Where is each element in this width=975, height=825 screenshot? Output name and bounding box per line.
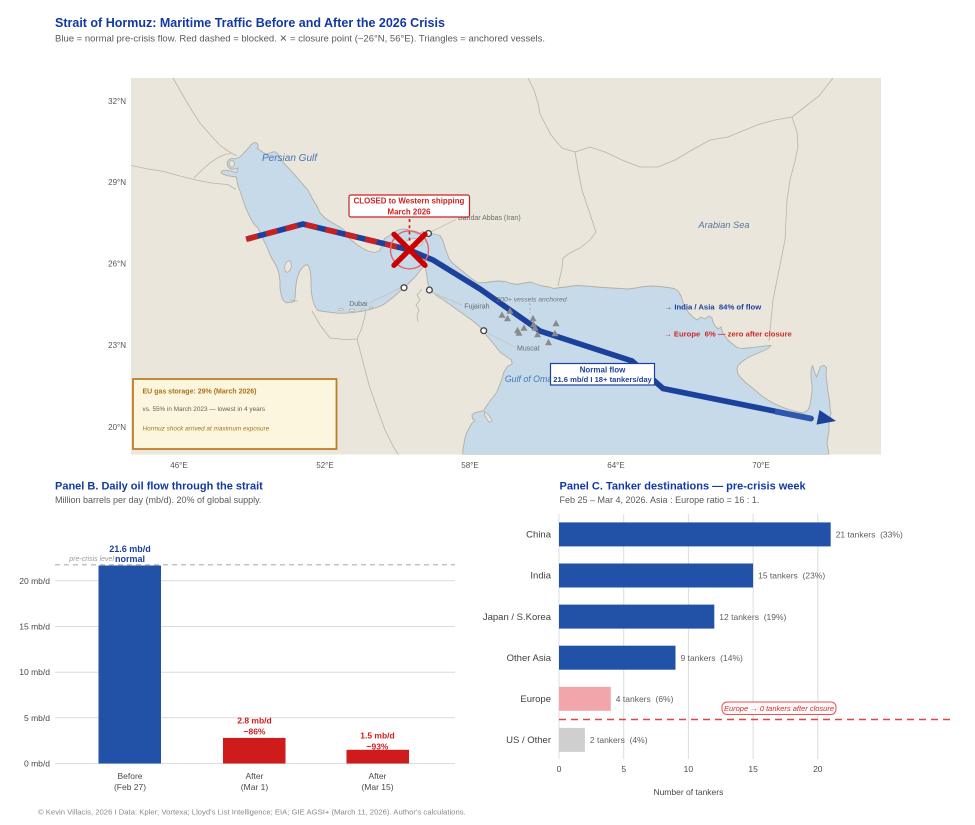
svg-text:2 tankers (4%): 2 tankers (4%) — [590, 735, 648, 745]
svg-text:Europe → 0 tankers after closu: Europe → 0 tankers after closure — [724, 704, 834, 713]
svg-text:12 tankers (19%): 12 tankers (19%) — [719, 612, 786, 622]
svg-text:29°N: 29°N — [108, 178, 126, 187]
svg-text:→ India / Asia 84% of flow: → India / Asia 84% of flow — [665, 303, 762, 312]
svg-text:20 mb/d: 20 mb/d — [19, 576, 50, 586]
svg-text:Gulf of Oman: Gulf of Oman — [505, 374, 557, 384]
svg-text:1.5 mb/d: 1.5 mb/d — [360, 731, 394, 741]
svg-text:© Kevin Villacis, 2026 I Data:: © Kevin Villacis, 2026 I Data: Kpler; Vo… — [38, 808, 466, 817]
svg-text:Japan / S.Korea: Japan / S.Korea — [483, 612, 552, 623]
svg-text:pre-crisis level: pre-crisis level — [68, 556, 114, 563]
svg-text:Fujairah: Fujairah — [464, 304, 489, 311]
svg-text:normal: normal — [115, 554, 145, 564]
svg-text:Feb 25 – Mar 4, 2026. Asia : E: Feb 25 – Mar 4, 2026. Asia : Europe rati… — [560, 495, 760, 505]
svg-text:2.8 mb/d: 2.8 mb/d — [237, 716, 271, 726]
svg-text:10 mb/d: 10 mb/d — [19, 667, 50, 677]
svg-text:70°E: 70°E — [752, 461, 769, 470]
svg-text:21.6 mb/d: 21.6 mb/d — [109, 544, 151, 554]
svg-text:58°E: 58°E — [461, 461, 478, 470]
svg-text:Dubai: Dubai — [349, 301, 368, 308]
svg-text:15: 15 — [748, 764, 758, 774]
svg-text:After: After — [369, 771, 387, 781]
svg-text:Panel C. Tanker destinations —: Panel C. Tanker destinations — pre-crisi… — [560, 480, 807, 492]
svg-text:Blue = normal pre-crisis flow.: Blue = normal pre-crisis flow. Red dashe… — [55, 34, 545, 45]
svg-text:Normal flow: Normal flow — [580, 366, 627, 375]
svg-text:Before: Before — [117, 771, 142, 781]
svg-text:(Mar 1): (Mar 1) — [241, 782, 269, 792]
svg-text:9 tankers (14%): 9 tankers (14%) — [681, 653, 744, 663]
svg-text:52°E: 52°E — [316, 461, 333, 470]
svg-text:Muscat: Muscat — [517, 346, 540, 353]
svg-text:46°E: 46°E — [170, 461, 187, 470]
svg-text:Panel B. Daily oil flow throug: Panel B. Daily oil flow through the stra… — [55, 480, 263, 492]
svg-text:Europe: Europe — [520, 694, 551, 705]
svg-text:Other Asia: Other Asia — [507, 653, 552, 664]
svg-text:10: 10 — [684, 764, 694, 774]
svg-text:(Mar 15): (Mar 15) — [361, 782, 393, 792]
svg-text:21.6 mb/d I 18+ tankers/day: 21.6 mb/d I 18+ tankers/day — [553, 375, 652, 384]
svg-text:5 mb/d: 5 mb/d — [24, 713, 50, 723]
svg-text:→ Europe 6% — zero after clos: → Europe 6% — zero after closure — [664, 330, 792, 339]
svg-text:20°N: 20°N — [108, 423, 126, 432]
svg-text:23°N: 23°N — [108, 341, 126, 350]
svg-text:Bandar Abbas (Iran): Bandar Abbas (Iran) — [458, 215, 521, 222]
svg-text:CLOSED to Western shipping: CLOSED to Western shipping — [354, 197, 465, 206]
svg-text:Strait of Hormuz: Maritime Tra: Strait of Hormuz: Maritime Traffic Befor… — [55, 16, 445, 30]
svg-text:China: China — [526, 530, 552, 541]
svg-text:0 mb/d: 0 mb/d — [24, 759, 50, 769]
svg-text:Persian Gulf: Persian Gulf — [262, 153, 318, 164]
svg-text:(Feb 27): (Feb 27) — [114, 782, 146, 792]
svg-text:Hormuz shock arrived at maximu: Hormuz shock arrived at maximum exposure — [143, 426, 270, 433]
svg-text:EU gas storage: 29% (March 202: EU gas storage: 29% (March 2026) — [143, 389, 257, 396]
svg-text:21 tankers (33%): 21 tankers (33%) — [836, 530, 903, 540]
svg-text:Million barrels per day (mb/d): Million barrels per day (mb/d). 20% of g… — [55, 495, 261, 505]
svg-text:5: 5 — [621, 764, 626, 774]
svg-text:20: 20 — [813, 764, 823, 774]
svg-text:15 mb/d: 15 mb/d — [19, 622, 50, 632]
svg-text:Number of tankers: Number of tankers — [653, 787, 723, 797]
svg-text:200+ vessels anchored: 200+ vessels anchored — [496, 297, 567, 304]
svg-text:US / Other: US / Other — [506, 735, 551, 746]
svg-text:−93%: −93% — [367, 742, 389, 752]
svg-text:−86%: −86% — [244, 727, 266, 737]
svg-text:15 tankers (23%): 15 tankers (23%) — [758, 571, 825, 581]
svg-text:4 tankers (6%): 4 tankers (6%) — [616, 694, 674, 704]
svg-text:India: India — [530, 571, 551, 582]
svg-text:vs. 55% in March 2023 — lowest: vs. 55% in March 2023 — lowest in 4 year… — [143, 406, 266, 413]
svg-text:After: After — [246, 771, 264, 781]
svg-text:0: 0 — [557, 764, 562, 774]
svg-text:March 2026: March 2026 — [388, 208, 432, 217]
svg-text:64°E: 64°E — [607, 461, 624, 470]
svg-text:Arabian Sea: Arabian Sea — [697, 220, 749, 230]
svg-text:26°N: 26°N — [108, 260, 126, 269]
svg-text:32°N: 32°N — [108, 97, 126, 106]
